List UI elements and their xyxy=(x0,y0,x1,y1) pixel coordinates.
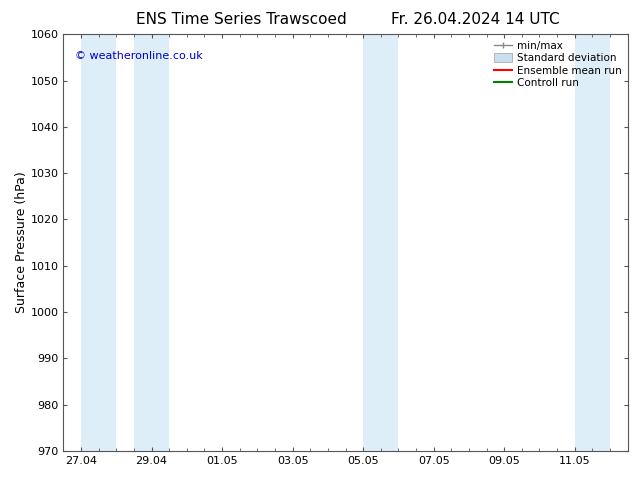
Y-axis label: Surface Pressure (hPa): Surface Pressure (hPa) xyxy=(15,172,28,314)
Text: ENS Time Series Trawscoed: ENS Time Series Trawscoed xyxy=(136,12,346,27)
Text: © weatheronline.co.uk: © weatheronline.co.uk xyxy=(75,51,202,61)
Bar xyxy=(81,34,116,451)
Legend: min/max, Standard deviation, Ensemble mean run, Controll run: min/max, Standard deviation, Ensemble me… xyxy=(489,36,626,93)
Bar xyxy=(363,34,398,451)
Bar xyxy=(575,34,610,451)
Bar xyxy=(134,34,169,451)
Text: Fr. 26.04.2024 14 UTC: Fr. 26.04.2024 14 UTC xyxy=(391,12,560,27)
